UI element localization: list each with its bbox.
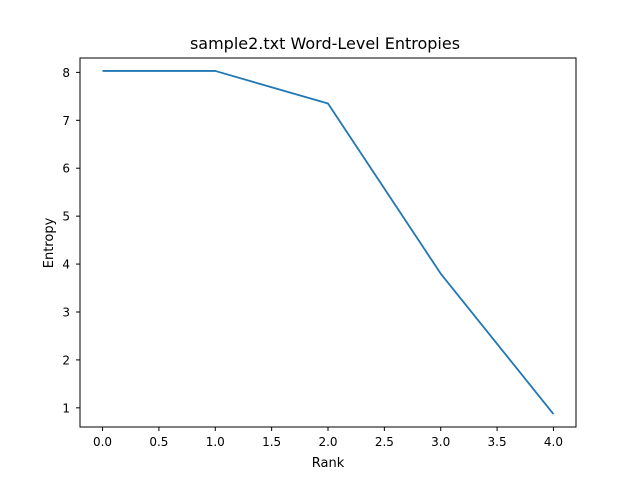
chart-title: sample2.txt Word-Level Entropies [190,34,460,53]
y-tick-label: 5 [62,210,70,224]
plot-area-frame [79,57,577,428]
y-tick-label: 2 [62,353,70,367]
x-tick-label: 2.0 [318,435,337,449]
x-axis-label: Rank [312,456,345,471]
y-tick-label: 6 [62,162,70,176]
x-tick-label: 3.0 [431,435,450,449]
x-axis-ticks: 0.0 0.5 1.0 1.5 2.0 2.5 3.0 3.5 4.0 [93,427,563,449]
x-tick-label: 2.5 [375,435,394,449]
y-axis-label: Entropy [42,217,57,268]
y-tick-label: 1 [62,401,70,415]
x-tick-label: 3.5 [488,435,507,449]
series-layer [102,70,555,415]
y-axis-ticks: 1 2 3 4 5 6 7 8 [62,66,80,415]
series-line [102,70,555,415]
x-tick-label: 1.5 [262,435,281,449]
y-tick-label: 3 [62,305,70,319]
x-tick-label: 4.0 [544,435,563,449]
x-tick-label: 0.5 [149,435,168,449]
x-tick-label: 1.0 [206,435,225,449]
y-tick-label: 4 [62,258,70,272]
y-tick-label: 8 [62,66,70,80]
y-tick-label: 7 [62,114,70,128]
x-tick-label: 0.0 [93,435,112,449]
